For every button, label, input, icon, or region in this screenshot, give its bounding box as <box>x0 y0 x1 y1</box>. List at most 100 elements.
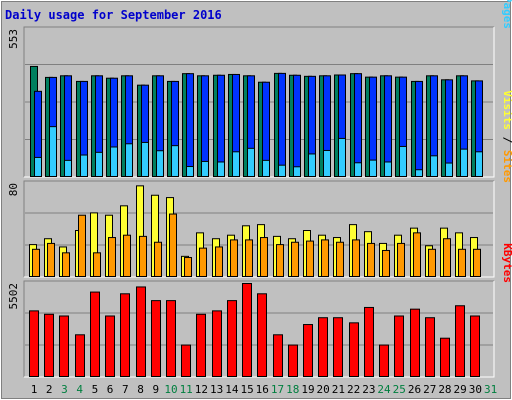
bar-files-day-26 <box>415 80 423 177</box>
day-label: 29 <box>454 383 467 396</box>
day-label: 5 <box>92 383 99 396</box>
panel-kbytes-border-light <box>24 281 495 378</box>
panel-visits-max-label: 80 <box>7 183 20 196</box>
bar-kbytes-day-24 <box>379 344 389 377</box>
panel-visits-border-light <box>24 181 495 278</box>
day-label: 23 <box>362 383 375 396</box>
bar-sites-day-19 <box>306 240 314 277</box>
bar-pages-day-4 <box>80 154 88 177</box>
bar-sites-day-28 <box>443 238 451 278</box>
bar-sites-day-17 <box>276 244 284 278</box>
bar-sites-day-2 <box>47 242 55 278</box>
day-label: 19 <box>301 383 314 396</box>
bar-pages-day-12 <box>201 160 209 178</box>
bar-sites-day-15 <box>245 239 253 277</box>
bar-files-day-13 <box>217 74 225 177</box>
day-label: 1 <box>31 383 38 396</box>
day-label: 13 <box>210 383 223 396</box>
bar-kbytes-day-27 <box>425 317 435 377</box>
bar-pages-day-30 <box>475 151 483 178</box>
bar-sites-day-18 <box>291 241 299 277</box>
bar-sites-day-7 <box>123 234 131 277</box>
bar-kbytes-day-15 <box>242 283 252 377</box>
bar-sites-day-21 <box>336 241 344 277</box>
bar-kbytes-day-11 <box>181 344 191 377</box>
bar-pages-day-24 <box>384 161 392 178</box>
day-label: 26 <box>408 383 421 396</box>
bar-kbytes-day-14 <box>227 300 237 377</box>
panel-usage-border-dark <box>23 26 494 177</box>
bar-kbytes-day-13 <box>212 310 222 378</box>
bar-pages-day-2 <box>49 126 57 178</box>
day-label: 16 <box>256 383 269 396</box>
bar-sites-day-5 <box>93 252 101 277</box>
day-label: 2 <box>46 383 53 396</box>
day-label: 3 <box>61 383 68 396</box>
bar-pages-day-20 <box>323 149 331 177</box>
bar-kbytes-day-29 <box>455 305 465 377</box>
bar-pages-day-10 <box>171 145 179 178</box>
day-label: 15 <box>240 383 253 396</box>
day-label: 6 <box>107 383 114 396</box>
bar-pages-day-17 <box>278 164 286 177</box>
bar-sites-day-10 <box>169 213 177 278</box>
panel-usage-border-light <box>24 27 495 178</box>
bar-pages-day-26 <box>415 169 423 177</box>
bar-kbytes-day-10 <box>166 300 176 377</box>
bar-sites-day-20 <box>321 239 329 277</box>
panel-visits-border-dark <box>23 180 494 277</box>
bar-pages-day-8 <box>141 141 149 177</box>
bar-pages-day-11 <box>186 166 194 178</box>
day-label: 21 <box>332 383 345 396</box>
legend-entry: Pages <box>501 0 512 29</box>
bar-files-day-22 <box>354 73 362 177</box>
bar-kbytes-day-3 <box>59 315 69 377</box>
bar-sites-day-4 <box>78 214 86 278</box>
panel-usage-max-label: 553 <box>7 29 20 49</box>
bar-kbytes-day-2 <box>44 313 54 377</box>
day-label: 30 <box>469 383 482 396</box>
bar-pages-day-1 <box>34 156 42 178</box>
day-label: 8 <box>137 383 144 396</box>
bar-sites-day-27 <box>428 248 436 278</box>
bar-pages-day-15 <box>247 147 255 178</box>
bar-kbytes-day-23 <box>364 306 374 378</box>
bar-kbytes-day-5 <box>90 291 100 377</box>
bar-pages-day-28 <box>445 162 453 178</box>
day-label: 27 <box>423 383 436 396</box>
bar-pages-day-13 <box>217 161 225 178</box>
bar-kbytes-day-28 <box>440 337 450 378</box>
bar-sites-day-14 <box>230 239 238 277</box>
bar-sites-day-9 <box>154 241 162 277</box>
panel-visits-legend: Visits / Sites <box>501 90 512 183</box>
legend-entry: Sites <box>501 150 512 183</box>
bar-pages-day-9 <box>156 150 164 178</box>
bar-kbytes-day-25 <box>394 315 404 377</box>
bar-files-day-11 <box>186 73 194 177</box>
legend-entry: KBytes <box>501 243 512 283</box>
bar-sites-day-23 <box>367 242 375 278</box>
day-label: 9 <box>152 383 159 396</box>
bar-kbytes-day-19 <box>303 324 313 378</box>
day-label: 17 <box>271 383 284 396</box>
bar-kbytes-day-12 <box>196 313 206 377</box>
bar-sites-day-13 <box>215 246 223 277</box>
bar-pages-day-3 <box>64 159 72 178</box>
panel-kbytes-border-dark <box>23 280 494 377</box>
bar-kbytes-day-18 <box>288 344 298 377</box>
bar-sites-day-30 <box>473 248 481 278</box>
bar-files-day-28 <box>445 79 453 177</box>
legend-entry: Visits <box>501 90 512 130</box>
day-label: 24 <box>377 383 391 396</box>
day-label: 28 <box>438 383 451 396</box>
day-label: 14 <box>225 383 239 396</box>
bar-files-day-18 <box>293 74 301 177</box>
bar-files-day-17 <box>278 72 286 177</box>
bar-kbytes-day-1 <box>29 310 39 378</box>
bar-pages-day-16 <box>262 159 270 178</box>
panel-kbytes-max-label: 5502 <box>7 283 20 310</box>
bar-sites-day-3 <box>62 252 70 277</box>
bar-sites-day-11 <box>184 257 192 277</box>
bar-kbytes-day-7 <box>120 293 130 377</box>
